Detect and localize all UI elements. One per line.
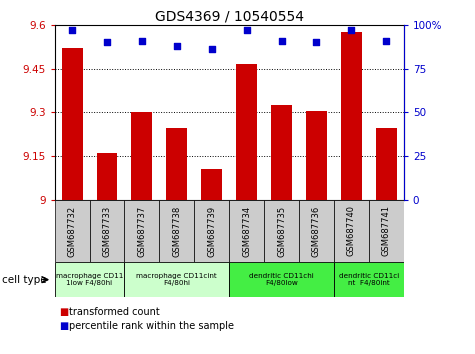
Bar	[236, 64, 257, 200]
Bar	[201, 169, 222, 200]
Text: cell type: cell type	[2, 275, 47, 285]
Bar	[334, 200, 369, 262]
Text: GSM687740: GSM687740	[347, 205, 356, 257]
Bar	[376, 129, 397, 200]
Point	[68, 27, 76, 33]
Point	[173, 43, 180, 48]
Bar	[271, 105, 292, 200]
Bar	[124, 200, 160, 262]
Text: GSM687735: GSM687735	[277, 205, 286, 257]
Text: GSM687732: GSM687732	[67, 205, 76, 257]
Text: ■: ■	[59, 307, 68, 316]
Point	[243, 27, 250, 33]
Point	[208, 46, 216, 52]
Bar	[341, 32, 362, 200]
Point	[278, 38, 285, 44]
Bar	[229, 262, 334, 297]
Bar	[55, 262, 124, 297]
Bar	[264, 200, 299, 262]
Title: GDS4369 / 10540554: GDS4369 / 10540554	[155, 10, 304, 24]
Bar	[55, 200, 89, 262]
Bar	[160, 200, 194, 262]
Text: dendritic CD11ci
nt  F4/80int: dendritic CD11ci nt F4/80int	[339, 273, 399, 286]
Bar	[132, 112, 152, 200]
Bar	[334, 262, 404, 297]
Bar	[89, 200, 124, 262]
Bar	[299, 200, 334, 262]
Text: transformed count: transformed count	[69, 307, 160, 316]
Text: macrophage CD11
1low F4/80hi: macrophage CD11 1low F4/80hi	[56, 273, 123, 286]
Bar	[62, 48, 83, 200]
Text: GSM687741: GSM687741	[382, 205, 391, 257]
Text: GSM687739: GSM687739	[207, 205, 216, 257]
Bar	[96, 153, 117, 200]
Point	[103, 40, 111, 45]
Bar	[229, 200, 264, 262]
Bar	[124, 262, 229, 297]
Point	[313, 40, 320, 45]
Text: ■: ■	[59, 321, 68, 331]
Text: dendritic CD11chi
F4/80low: dendritic CD11chi F4/80low	[249, 273, 314, 286]
Point	[348, 27, 355, 33]
Bar	[194, 200, 229, 262]
Text: GSM687737: GSM687737	[137, 205, 146, 257]
Point	[382, 38, 390, 44]
Bar	[369, 200, 404, 262]
Text: GSM687733: GSM687733	[103, 205, 112, 257]
Text: percentile rank within the sample: percentile rank within the sample	[69, 321, 234, 331]
Text: macrophage CD11cint
F4/80hi: macrophage CD11cint F4/80hi	[136, 273, 217, 286]
Bar	[166, 129, 187, 200]
Point	[138, 38, 146, 44]
Text: GSM687734: GSM687734	[242, 205, 251, 257]
Bar	[306, 111, 327, 200]
Text: GSM687738: GSM687738	[172, 205, 181, 257]
Text: GSM687736: GSM687736	[312, 205, 321, 257]
